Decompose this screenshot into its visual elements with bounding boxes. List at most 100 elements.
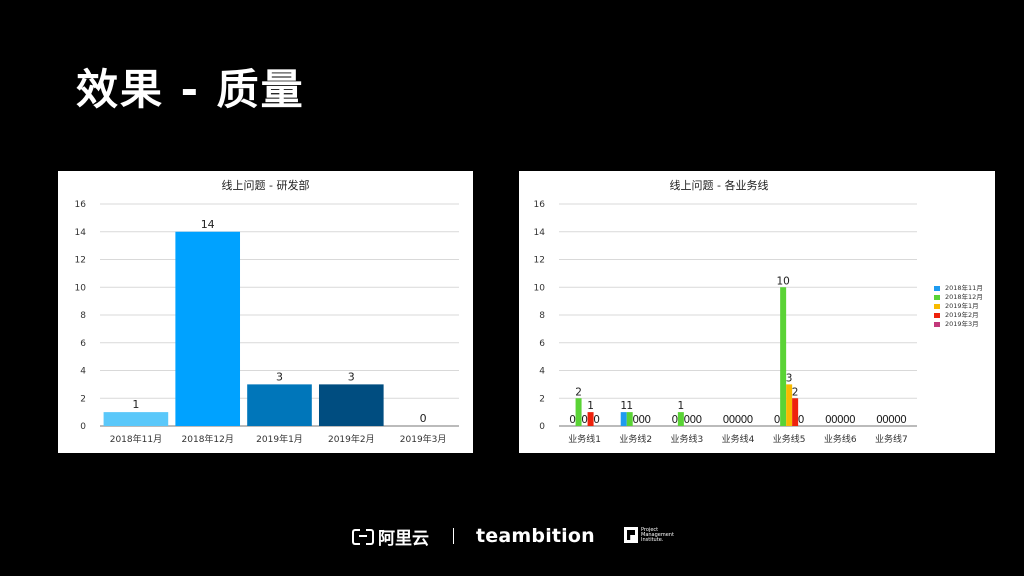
data-label: 0 <box>644 414 651 426</box>
slide-title: 效果 - 质量 <box>76 65 305 114</box>
data-label: 0 <box>569 414 576 426</box>
x-tick-label: 2019年3月 <box>400 433 447 445</box>
pmi-logo: Project Management Institute. <box>624 527 681 543</box>
data-label: 0 <box>894 414 901 426</box>
y-tick-label: 6 <box>80 339 86 349</box>
data-label: 14 <box>201 218 215 231</box>
x-tick-label: 2018年12月 <box>182 433 234 445</box>
data-label: 3 <box>786 372 793 384</box>
data-label: 10 <box>776 275 789 287</box>
legend-label: 2019年3月 <box>945 320 979 328</box>
aliyun-icon <box>352 529 374 545</box>
x-tick-label: 业务线2 <box>619 433 652 445</box>
data-label: 0 <box>420 412 427 425</box>
chart-title: 线上问题 - 研发部 <box>221 179 310 192</box>
data-label: 0 <box>672 414 679 426</box>
bar <box>780 287 787 426</box>
legend-label: 2018年11月 <box>945 284 983 292</box>
data-label: 1 <box>132 398 139 411</box>
y-tick-label: 4 <box>539 367 545 377</box>
x-tick-label: 业务线5 <box>773 433 806 445</box>
data-label: 2 <box>575 386 582 398</box>
data-label: 0 <box>723 414 730 426</box>
data-label: 0 <box>900 414 907 426</box>
legend-item: 2018年11月 <box>934 284 983 293</box>
x-tick-label: 业务线6 <box>824 433 857 445</box>
footer-divider <box>453 528 454 544</box>
y-tick-label: 6 <box>539 339 545 349</box>
data-label: 0 <box>825 414 832 426</box>
data-label: 0 <box>696 414 703 426</box>
legend-label: 2019年1月 <box>945 302 979 310</box>
y-tick-label: 0 <box>539 422 545 432</box>
data-label: 3 <box>276 370 283 383</box>
bar <box>677 412 684 426</box>
data-label: 0 <box>638 414 645 426</box>
aliyun-logo: 阿里云 <box>352 524 429 549</box>
data-label: 1 <box>620 400 627 412</box>
y-tick-label: 2 <box>80 394 86 404</box>
chart-panel-department: 线上问题 - 研发部 0 2 4 6 8 10 12 14 16 1 2018年11月 14 2018年… <box>58 171 473 453</box>
y-tick-label: 2 <box>539 394 545 404</box>
y-tick-label: 16 <box>534 200 546 210</box>
bar <box>247 384 312 426</box>
data-label: 1 <box>626 400 633 412</box>
bar-chart-department: 0 2 4 6 8 10 12 14 16 1 2018年11月 14 2018年12月 3 2019年1月… <box>75 200 459 445</box>
x-tick-label: 业务线1 <box>568 433 601 445</box>
footer-logos: 阿里云 teambition Project Management Instit… <box>0 524 1024 549</box>
teambition-logo: teambition <box>476 525 595 547</box>
x-tick-label: 业务线7 <box>875 433 908 445</box>
legend-swatch <box>934 313 940 318</box>
data-label: 0 <box>888 414 895 426</box>
legend-swatch <box>934 295 940 300</box>
data-label: 0 <box>882 414 889 426</box>
bar <box>175 231 241 426</box>
data-label: 0 <box>774 414 781 426</box>
y-tick-label: 16 <box>75 200 87 210</box>
bar <box>575 398 582 426</box>
bar <box>620 412 627 426</box>
data-label: 0 <box>843 414 850 426</box>
legend-swatch <box>934 286 940 291</box>
data-label: 0 <box>690 414 697 426</box>
bar <box>318 384 384 426</box>
data-label: 2 <box>792 386 799 398</box>
data-label: 0 <box>876 414 883 426</box>
legend-label: 2019年2月 <box>945 311 979 319</box>
data-label: 0 <box>735 414 742 426</box>
data-label: 1 <box>678 400 685 412</box>
data-label: 0 <box>747 414 754 426</box>
bar <box>792 398 799 426</box>
legend-item: 2019年2月 <box>934 311 983 320</box>
pmi-text: Project Management Institute. <box>641 526 674 543</box>
data-label: 0 <box>837 414 844 426</box>
x-tick-label: 2019年1月 <box>256 433 303 445</box>
data-label: 0 <box>741 414 748 426</box>
y-tick-label: 4 <box>80 367 86 377</box>
legend-swatch <box>934 304 940 309</box>
chart-legend: 2018年11月 2018年12月 2019年1月 2019年2月 2019年3月 <box>934 284 983 329</box>
data-label: 0 <box>581 414 588 426</box>
data-label: 0 <box>593 414 600 426</box>
legend-item: 2019年1月 <box>934 302 983 311</box>
y-tick-label: 14 <box>75 228 87 238</box>
pmi-icon <box>624 527 638 543</box>
data-label: 0 <box>849 414 856 426</box>
aliyun-text: 阿里云 <box>378 528 429 549</box>
bar <box>587 412 594 426</box>
data-label: 0 <box>798 414 805 426</box>
y-tick-label: 14 <box>534 228 546 238</box>
data-label: 0 <box>729 414 736 426</box>
y-tick-label: 8 <box>539 311 545 321</box>
data-label: 3 <box>348 370 355 383</box>
chart-panel-business-lines: 线上问题 - 各业务线 0 2 4 6 8 10 12 14 16 0 2 0 1 0 业务线1 1 1 0 0 0 业… <box>519 171 995 453</box>
y-tick-label: 12 <box>534 256 545 266</box>
y-tick-label: 10 <box>534 283 546 293</box>
y-tick-label: 12 <box>75 256 86 266</box>
legend-swatch <box>934 322 940 327</box>
y-tick-label: 8 <box>80 311 86 321</box>
x-tick-label: 业务线3 <box>670 433 703 445</box>
chart-title: 线上问题 - 各业务线 <box>669 179 769 192</box>
legend-item: 2018年12月 <box>934 293 983 302</box>
